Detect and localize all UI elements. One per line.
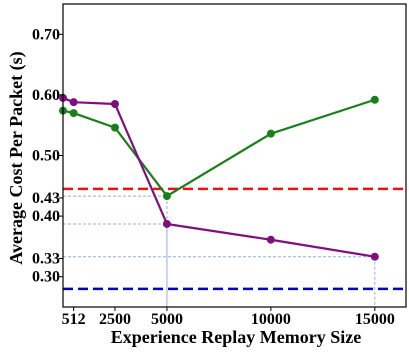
y-tick-label-0: 0.30 <box>32 269 60 286</box>
guide-lines <box>63 195 376 307</box>
series-0-point-2 <box>110 123 119 132</box>
series-0-point-3 <box>162 192 171 201</box>
y-tick-label-2: 0.40 <box>32 208 60 225</box>
y-tick-label-1: 0.33 <box>32 251 60 268</box>
x-tick-label-0: 512 <box>62 311 86 328</box>
series-0-point-5 <box>370 95 379 104</box>
x-ticks: 512 2500 5000 10000 15000 <box>62 307 395 328</box>
x-tick-label-2: 5000 <box>151 311 183 328</box>
y-tick-label-3: 0.43 <box>32 190 60 207</box>
y-tick-label-6: 0.70 <box>32 26 60 43</box>
series-0-point-1 <box>69 109 78 118</box>
series-line-1 <box>62 96 375 258</box>
series-1-point-2 <box>110 99 119 108</box>
x-tick-label-1: 2500 <box>99 311 131 328</box>
series-0-point-4 <box>266 129 275 138</box>
series-1-point-1 <box>69 98 78 107</box>
y-tick-label-4: 0.50 <box>32 148 60 165</box>
series-1-point-5 <box>370 252 379 261</box>
y-axis-label: Average Cost Per Packet (s) <box>6 51 27 264</box>
x-tick-label-4: 15000 <box>355 311 395 328</box>
series-1-point-4 <box>266 235 275 244</box>
x-axis-label: Experience Replay Memory Size <box>111 327 361 347</box>
reference-lines <box>63 187 406 291</box>
y-tick-label-5: 0.60 <box>32 87 60 104</box>
y-ticks: 0.300.33 0.400.43 0.50 0.60 0.70 <box>32 26 63 286</box>
data-series <box>59 93 379 261</box>
series-1-point-3 <box>162 219 171 228</box>
x-tick-label-3: 10000 <box>251 311 291 328</box>
series-line-0 <box>62 98 376 198</box>
